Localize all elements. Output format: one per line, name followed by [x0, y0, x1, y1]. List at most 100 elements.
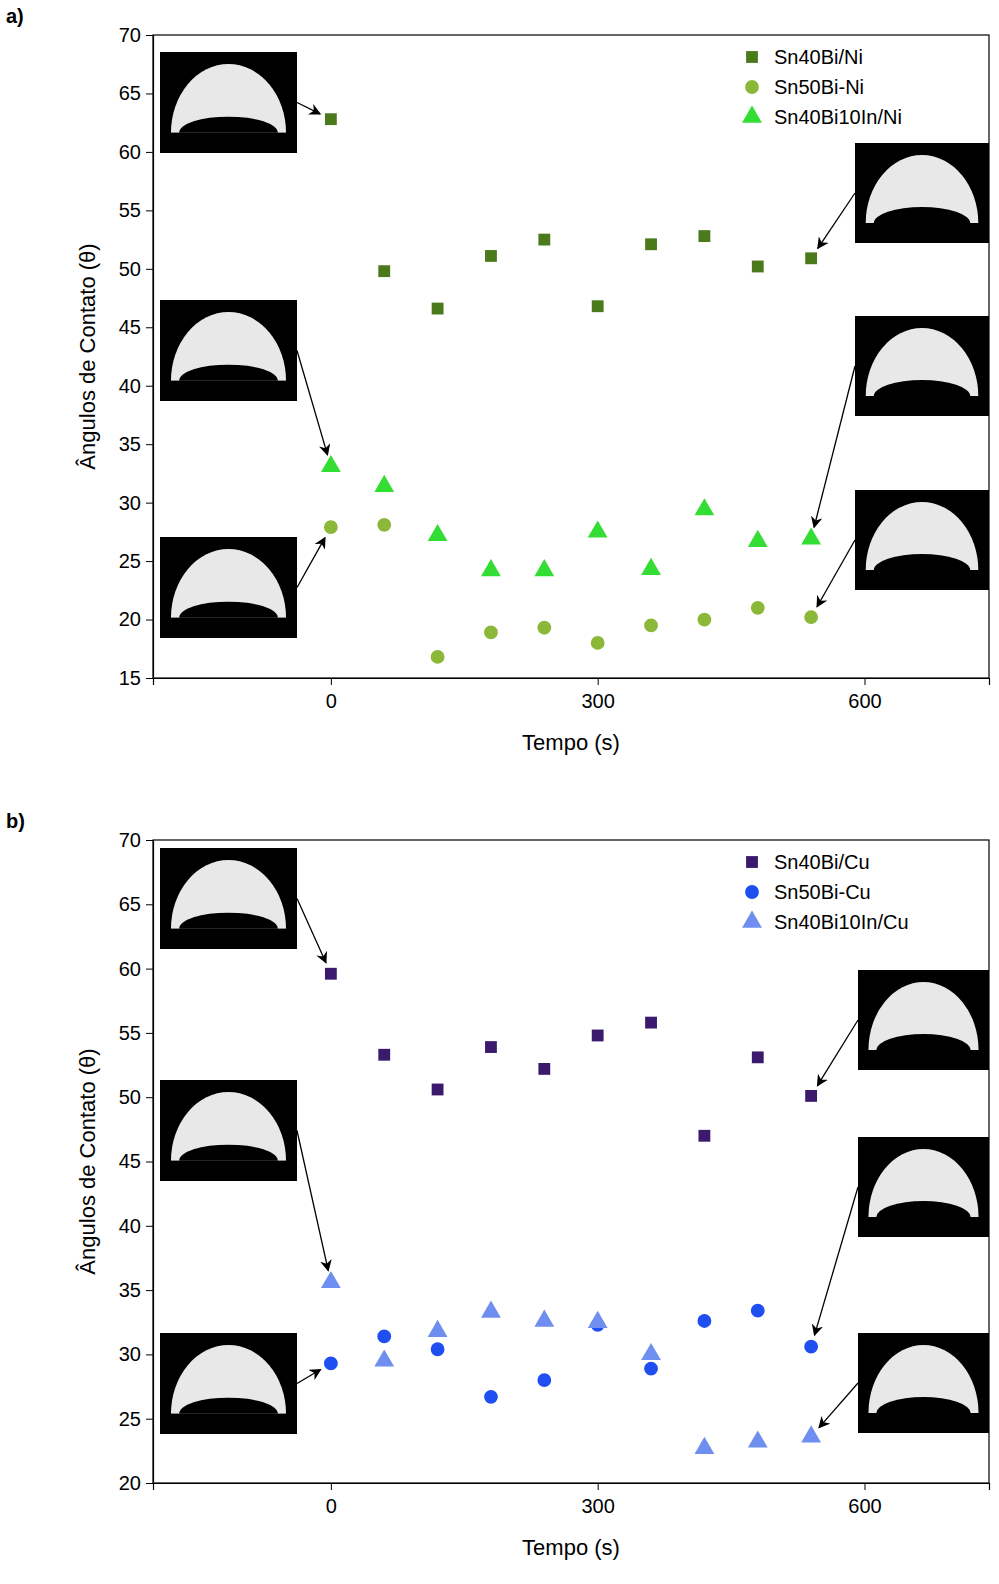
substrate: [858, 1413, 989, 1433]
marks: [321, 113, 821, 664]
x-axis-title: Tempo (s): [522, 730, 620, 755]
y-tick-label: 50: [119, 258, 141, 280]
point: [374, 475, 394, 492]
legend: Sn40Bi/CuSn50Bi-CuSn40Bi10In/Cu: [742, 851, 908, 933]
arrow: [819, 1383, 858, 1428]
substrate: [160, 1414, 297, 1434]
point: [752, 1051, 764, 1063]
droplet-image: [858, 1333, 989, 1433]
droplet-halo: [868, 982, 978, 1050]
figure: 1520253035404550556065700300600Tempo (s)…: [0, 0, 999, 1584]
droplet-image: [160, 537, 297, 638]
point: [698, 1130, 710, 1142]
point: [694, 498, 714, 515]
droplet: [876, 1397, 970, 1413]
point: [432, 1084, 444, 1096]
y-tick-label: 25: [119, 550, 141, 572]
panel-label: a): [6, 5, 24, 27]
arrow: [814, 366, 855, 527]
point: [698, 230, 710, 242]
y-tick-label: 55: [119, 199, 141, 221]
point: [534, 1310, 554, 1327]
image-ground: [855, 490, 989, 590]
point: [324, 1356, 338, 1370]
y-tick-label: 40: [119, 1215, 141, 1237]
panel: 20253035404550556065700300600Tempo (s)Ân…: [6, 810, 990, 1560]
droplet: [179, 117, 278, 133]
substrate: [855, 570, 989, 590]
substrate: [160, 618, 297, 638]
point: [538, 234, 550, 246]
point: [641, 558, 661, 575]
y-tick-mark: [146, 1419, 153, 1420]
x-axis-line: [154, 679, 990, 686]
droplet-image: [160, 1333, 297, 1434]
y-tick-mark: [146, 1226, 153, 1227]
substrate: [160, 1161, 297, 1181]
point: [321, 455, 341, 472]
y-tick-label: 30: [119, 1343, 141, 1365]
droplet-halo: [171, 1092, 286, 1161]
droplet-halo: [866, 328, 979, 396]
point: [588, 520, 608, 537]
y-tick-mark: [146, 444, 153, 445]
x-tick-label: 300: [581, 1495, 614, 1517]
droplet-halo: [868, 1149, 978, 1217]
y-axis-title: Ângulos de Contato (θ): [75, 243, 100, 469]
droplet: [876, 1034, 970, 1050]
image-ground: [160, 1080, 297, 1181]
x-axis: 0300600: [154, 1483, 990, 1517]
point: [485, 250, 497, 262]
droplet-halo: [868, 1345, 978, 1413]
legend-symbol: [746, 856, 758, 868]
x-tick-mark: [864, 1483, 865, 1490]
point: [481, 1301, 501, 1318]
point: [748, 530, 768, 547]
point: [432, 303, 444, 315]
y-tick: 30: [119, 1343, 153, 1365]
arrow: [297, 538, 325, 588]
point: [537, 621, 551, 635]
x-tick: 600: [848, 678, 881, 712]
arrow: [297, 899, 326, 963]
point: [325, 113, 337, 125]
arrow: [818, 193, 855, 248]
legend-symbol: [746, 51, 758, 63]
x-tick-label: 600: [848, 1495, 881, 1517]
y-tick-label: 70: [119, 829, 141, 851]
droplet: [179, 1145, 278, 1161]
point: [804, 610, 818, 624]
point: [428, 524, 448, 541]
y-tick-mark: [146, 269, 153, 270]
series: [325, 968, 817, 1142]
y-tick: 15: [119, 667, 153, 689]
droplet: [876, 1201, 970, 1217]
droplet: [874, 380, 970, 396]
point: [804, 1340, 818, 1354]
substrate: [858, 1050, 989, 1070]
droplet-image: [855, 316, 989, 416]
point: [534, 559, 554, 576]
y-tick-mark: [146, 1162, 153, 1163]
panel-label: b): [6, 810, 25, 832]
y-tick: 65: [119, 82, 153, 104]
x-tick-label: 300: [581, 690, 614, 712]
point: [801, 1425, 821, 1442]
droplet-image: [858, 970, 989, 1070]
y-tick-mark: [146, 35, 153, 36]
point: [484, 625, 498, 639]
droplet: [179, 602, 278, 618]
droplet-image: [855, 490, 989, 590]
image-ground: [160, 537, 297, 638]
point: [428, 1320, 448, 1337]
y-tick: 50: [119, 258, 153, 280]
point: [481, 559, 501, 576]
plot-frame: [153, 840, 989, 1483]
point: [805, 252, 817, 264]
point: [751, 1304, 765, 1318]
arrow: [297, 103, 320, 114]
y-tick-mark: [146, 93, 153, 94]
point: [431, 1342, 445, 1356]
y-tick-mark: [146, 1483, 153, 1484]
image-ground: [858, 1333, 989, 1433]
